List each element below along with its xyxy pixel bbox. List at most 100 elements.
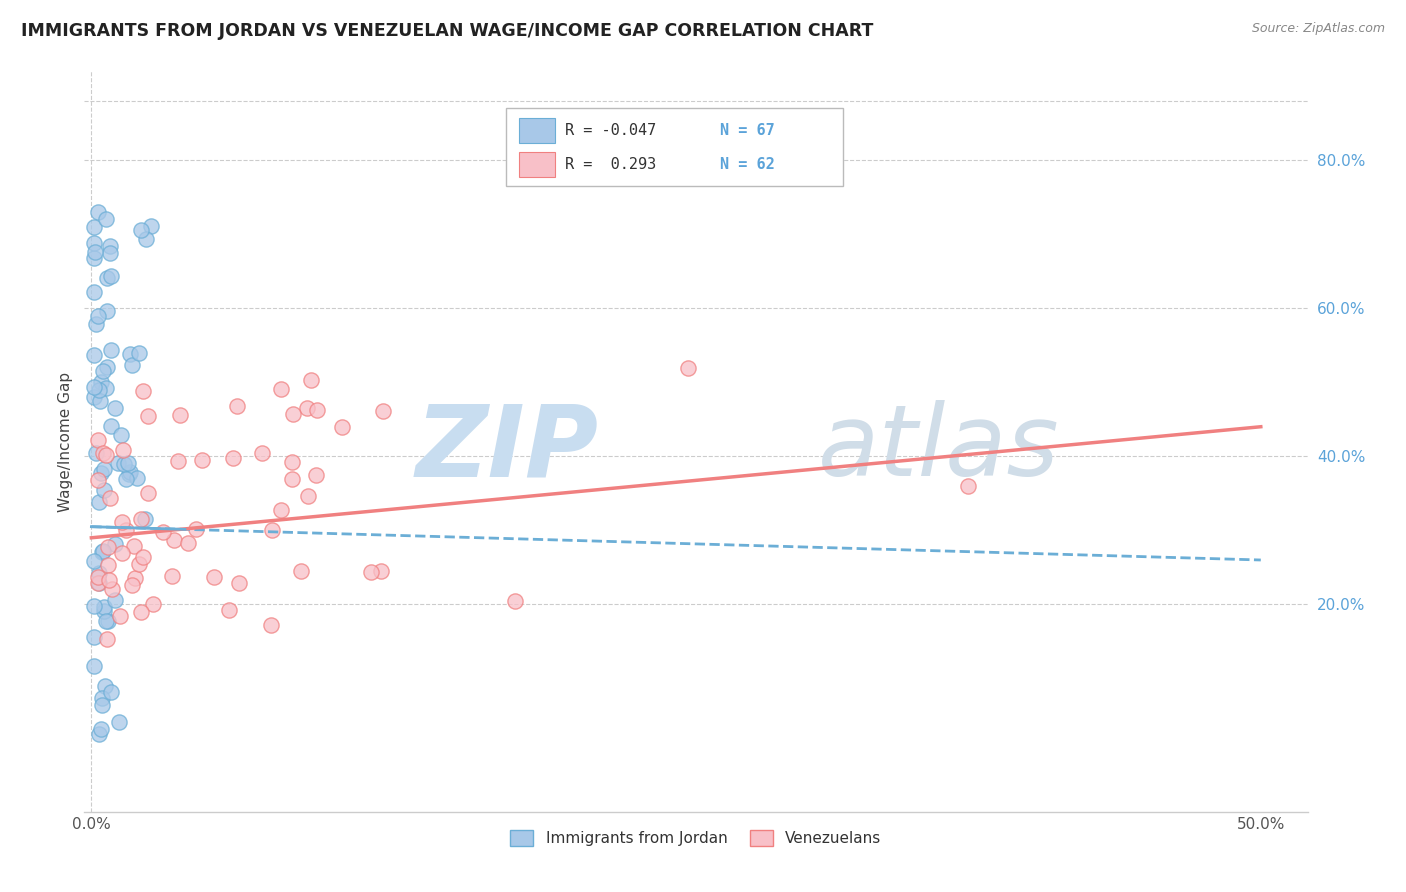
Point [131, 223, 153, 237]
Point [91, 545, 114, 559]
Point [83, 553, 105, 567]
Point [83, 380, 105, 394]
Point [90, 467, 112, 481]
Point [104, 593, 127, 607]
Point [176, 536, 198, 550]
Point [360, 565, 382, 579]
Point [91, 446, 114, 460]
Point [135, 231, 157, 245]
Point [96, 271, 118, 285]
Point [120, 466, 142, 480]
Point [134, 511, 156, 525]
Point [297, 489, 319, 503]
Point [87, 474, 110, 488]
Point [152, 524, 174, 539]
Point [87, 433, 110, 447]
Point [98, 491, 121, 506]
Point [93, 604, 115, 618]
Text: ZIP: ZIP [415, 401, 598, 498]
Text: Source: ZipAtlas.com: Source: ZipAtlas.com [1251, 22, 1385, 36]
Text: atlas: atlas [818, 401, 1060, 498]
Point [136, 485, 159, 500]
Point [957, 479, 980, 493]
Point [142, 598, 165, 612]
Point [89, 394, 111, 409]
Point [96, 303, 118, 318]
Point [93, 483, 115, 498]
Point [132, 550, 155, 565]
Point [84, 317, 107, 331]
Point [270, 503, 292, 517]
Point [87, 310, 110, 324]
Point [84, 445, 107, 459]
Point [260, 618, 283, 632]
Point [122, 539, 145, 553]
Point [83, 236, 105, 251]
Point [228, 575, 250, 590]
Point [124, 571, 146, 585]
Point [129, 511, 152, 525]
Point [281, 407, 304, 421]
Point [295, 401, 318, 415]
Point [304, 467, 326, 482]
Point [218, 603, 240, 617]
Point [108, 609, 131, 624]
Point [112, 458, 135, 472]
Point [93, 679, 115, 693]
Point [97, 540, 120, 554]
FancyBboxPatch shape [506, 109, 842, 186]
Point [87, 205, 110, 219]
Point [90, 376, 112, 390]
Point [83, 285, 105, 299]
Point [101, 582, 124, 596]
Point [128, 557, 150, 571]
Point [83, 251, 105, 265]
Point [290, 564, 312, 578]
Point [83, 219, 105, 234]
Point [301, 373, 323, 387]
Point [93, 544, 115, 558]
Point [107, 714, 129, 729]
Point [141, 219, 163, 233]
Point [132, 384, 155, 398]
Point [332, 420, 354, 434]
Point [250, 446, 273, 460]
Point [128, 346, 150, 360]
Point [121, 578, 143, 592]
Point [184, 522, 207, 536]
Point [83, 599, 105, 614]
Point [104, 401, 127, 416]
Point [281, 472, 304, 486]
Bar [519, 152, 555, 178]
Point [136, 409, 159, 424]
Point [96, 360, 118, 375]
Point [370, 564, 392, 578]
Point [222, 450, 245, 465]
Point [98, 246, 121, 260]
Point [100, 419, 122, 434]
Point [100, 268, 122, 283]
Point [94, 449, 117, 463]
Point [260, 523, 283, 537]
Point [305, 403, 328, 417]
Text: R =  0.293: R = 0.293 [565, 157, 657, 172]
Point [114, 472, 136, 486]
Point [83, 659, 105, 673]
Point [117, 456, 139, 470]
Point [169, 409, 191, 423]
Point [83, 631, 105, 645]
Point [107, 456, 129, 470]
Point [91, 698, 114, 713]
Point [83, 348, 105, 362]
Text: IMMIGRANTS FROM JORDAN VS VENEZUELAN WAGE/INCOME GAP CORRELATION CHART: IMMIGRANTS FROM JORDAN VS VENEZUELAN WAG… [21, 22, 873, 40]
Point [121, 359, 143, 373]
Point [96, 615, 118, 629]
Point [676, 360, 699, 375]
Point [100, 685, 122, 699]
Point [98, 574, 121, 588]
Text: R = -0.047: R = -0.047 [565, 123, 657, 138]
Point [83, 244, 105, 259]
Point [93, 599, 115, 614]
Point [96, 558, 118, 573]
Point [91, 364, 114, 378]
